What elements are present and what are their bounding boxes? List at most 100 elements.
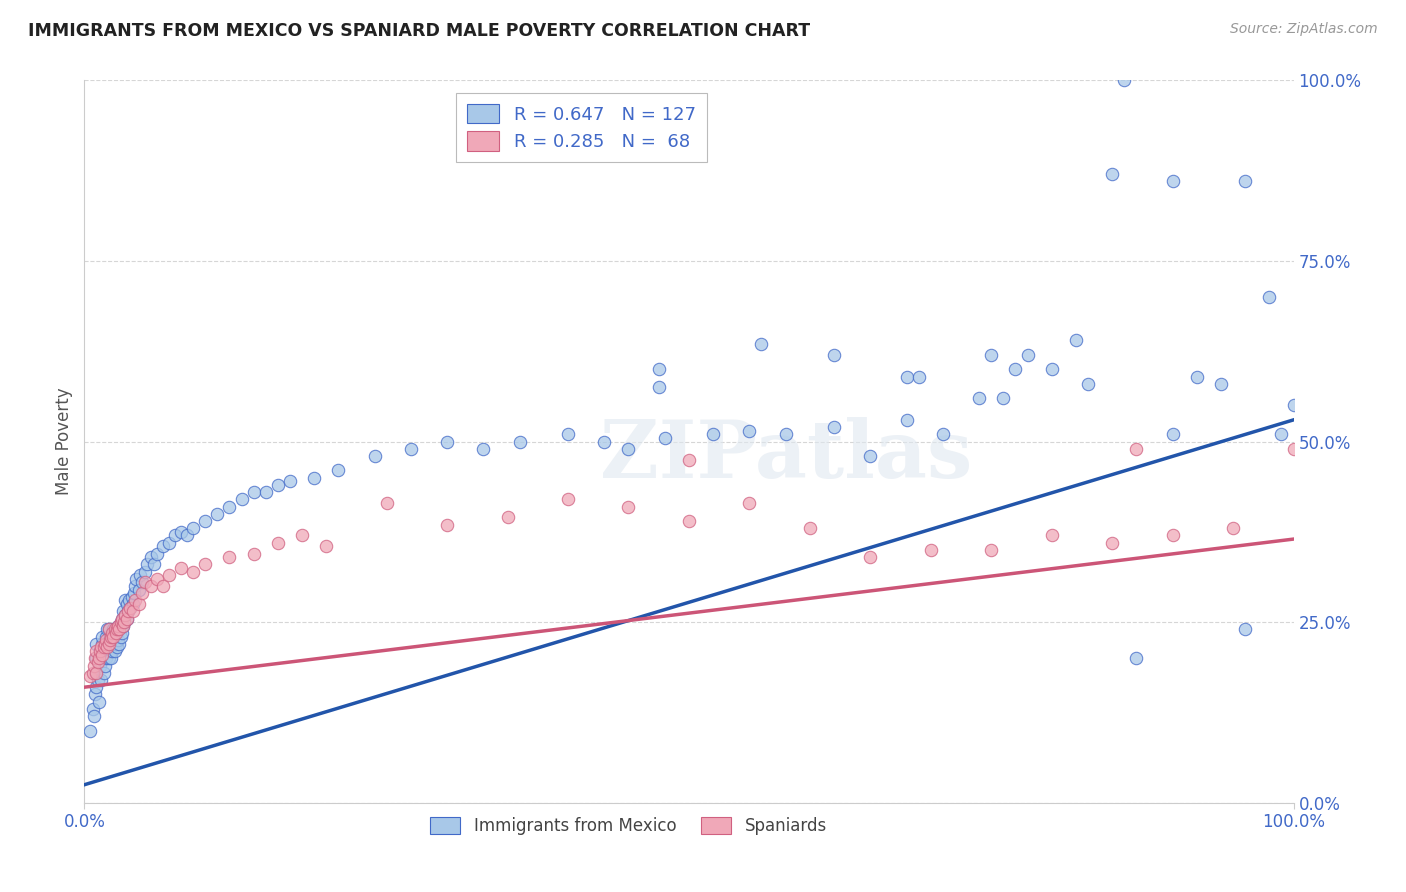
Point [907, 369, 929, 384]
Point [654, 431, 676, 445]
Point [1185, 369, 1208, 384]
Point [101, 626, 124, 640]
Point [110, 615, 132, 630]
Point [1161, 528, 1184, 542]
Point [104, 626, 127, 640]
Point [94, 651, 117, 665]
Point [152, 539, 174, 553]
Point [128, 597, 150, 611]
Point [194, 514, 217, 528]
Point [90, 640, 112, 655]
Point [302, 470, 325, 484]
Point [775, 427, 797, 442]
Point [278, 475, 301, 489]
Point [98, 630, 121, 644]
Point [267, 535, 290, 549]
Point [86, 665, 108, 680]
Point [1222, 521, 1244, 535]
Point [86, 673, 108, 687]
Point [86, 651, 108, 665]
Point [100, 651, 122, 665]
Point [1114, 73, 1136, 87]
Point [315, 539, 337, 553]
Point [108, 637, 131, 651]
Point [90, 673, 112, 687]
Point [124, 593, 146, 607]
Point [896, 413, 918, 427]
Point [1101, 167, 1123, 181]
Point [104, 623, 127, 637]
Point [124, 579, 146, 593]
Point [143, 558, 166, 572]
Point [967, 391, 990, 405]
Point [1004, 362, 1026, 376]
Point [122, 586, 145, 600]
Legend: Immigrants from Mexico, Spaniards: Immigrants from Mexico, Spaniards [423, 810, 834, 841]
Point [823, 348, 845, 362]
Point [96, 644, 118, 658]
Point [91, 651, 114, 665]
Point [799, 521, 821, 535]
Point [254, 485, 277, 500]
Point [231, 492, 253, 507]
Point [91, 648, 114, 662]
Point [1161, 174, 1184, 188]
Point [170, 524, 193, 539]
Point [86, 637, 108, 651]
Point [702, 427, 724, 442]
Point [242, 485, 264, 500]
Point [97, 637, 120, 651]
Point [1282, 442, 1305, 456]
Point [93, 640, 115, 655]
Point [84, 687, 107, 701]
Point [115, 597, 138, 611]
Point [932, 427, 955, 442]
Point [87, 651, 110, 665]
Point [114, 593, 136, 607]
Point [207, 507, 229, 521]
Point [980, 542, 1002, 557]
Point [617, 442, 640, 456]
Point [112, 619, 135, 633]
Point [1077, 376, 1099, 391]
Point [94, 637, 117, 651]
Point [103, 637, 125, 651]
Point [363, 449, 385, 463]
Point [617, 500, 640, 514]
Point [436, 517, 458, 532]
Point [86, 655, 108, 669]
Point [157, 535, 180, 549]
Point [89, 644, 111, 658]
Point [176, 528, 198, 542]
Point [107, 619, 129, 633]
Point [83, 709, 105, 723]
Point [117, 604, 139, 618]
Point [128, 582, 150, 597]
Point [1125, 651, 1147, 665]
Point [557, 427, 579, 442]
Point [79, 723, 101, 738]
Point [114, 607, 136, 622]
Point [1234, 174, 1257, 188]
Point [593, 434, 616, 449]
Point [509, 434, 531, 449]
Point [120, 600, 142, 615]
Point [104, 630, 127, 644]
Point [1270, 427, 1292, 442]
Point [86, 680, 108, 694]
Point [96, 623, 118, 637]
Point [104, 644, 127, 658]
Point [1040, 362, 1063, 376]
Point [1282, 398, 1305, 412]
Point [218, 500, 240, 514]
Point [107, 619, 129, 633]
Point [1258, 290, 1281, 304]
Point [100, 630, 122, 644]
Point [103, 630, 125, 644]
Point [108, 623, 131, 637]
Point [112, 615, 135, 630]
Point [993, 391, 1015, 405]
Point [738, 496, 761, 510]
Point [89, 658, 111, 673]
Y-axis label: Male Poverty: Male Poverty [55, 388, 73, 495]
